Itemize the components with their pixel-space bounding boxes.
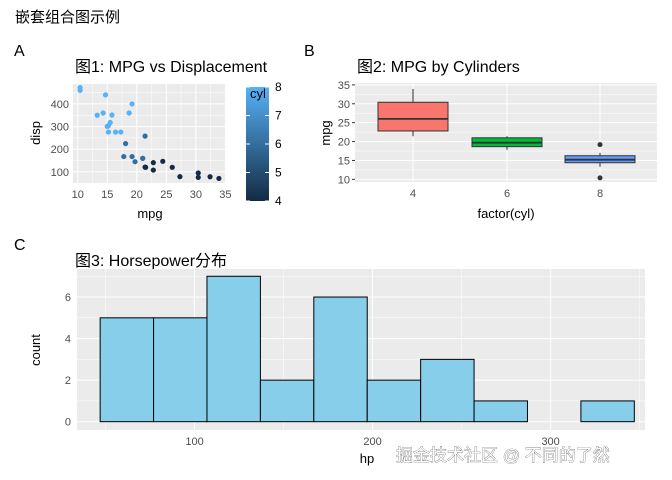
scatter-point [122, 140, 129, 147]
legend-colorbar [246, 87, 269, 201]
histogram-bar [313, 296, 368, 423]
y-tick-label: 0 [65, 417, 71, 429]
panel-a-background [73, 84, 226, 183]
scatter-point [112, 129, 119, 135]
histogram-bar [366, 379, 422, 423]
scatter-point [150, 160, 156, 166]
legend-label: 5 [275, 166, 282, 180]
scatter-point [100, 110, 106, 116]
legend-title: cyl [250, 86, 266, 101]
scatter-point [195, 174, 201, 181]
scatter-point [94, 112, 100, 118]
box-outlier [597, 175, 603, 181]
x-tick-label: 15 [101, 189, 113, 201]
panel-b-xlabel: factor(cyl) [477, 206, 534, 221]
histogram-bar [580, 400, 635, 423]
legend-label: 7 [275, 109, 282, 123]
scatter-point [142, 133, 148, 139]
histogram-bar [473, 400, 528, 423]
legend-label: 4 [275, 194, 282, 208]
scatter-point [177, 174, 183, 180]
y-tick-label: 300 [51, 122, 69, 134]
box-4 [377, 101, 449, 132]
y-tick-label: 4 [65, 334, 71, 346]
panel-c-title: 图3: Horsepower分布 [75, 252, 227, 270]
y-tick-label: 200 [51, 144, 69, 156]
y-tick-label: 400 [51, 99, 69, 111]
panel-a-title: 图1: MPG vs Displacement [75, 59, 268, 76]
y-tick-label: 35 [338, 80, 350, 92]
scatter-point [129, 101, 135, 107]
scatter-point [121, 153, 127, 160]
y-tick-label: 25 [338, 118, 350, 130]
scatter-point [104, 123, 110, 129]
histogram-bar [153, 317, 208, 423]
scatter-point [129, 153, 135, 160]
scatter-point [132, 159, 138, 165]
scatter-point [169, 164, 175, 170]
x-tick-label: 100 [185, 436, 203, 448]
scatter-point [140, 155, 146, 161]
x-tick-label: 8 [597, 188, 603, 200]
y-tick-label: 6 [65, 292, 71, 304]
x-tick-label: 300 [541, 436, 559, 448]
x-tick-label: 6 [504, 188, 510, 200]
panel-c-xlabel: hp [360, 451, 374, 466]
panel-tag-a: A [14, 43, 25, 60]
y-tick-label: 10 [338, 174, 350, 186]
scatter-point [77, 87, 83, 93]
x-tick-label: 30 [190, 189, 202, 201]
scatter-point [142, 164, 148, 170]
panel-tag-c: C [14, 237, 26, 254]
figure-title: 嵌套组合图示例 [15, 9, 120, 26]
panel-b-ylabel: mpg [318, 120, 333, 145]
scatter-point [216, 175, 222, 182]
x-tick-label: 4 [410, 188, 416, 200]
panel-b-title: 图2: MPG by Cylinders [357, 59, 520, 76]
histogram-bar [259, 379, 315, 423]
scatter-point [118, 129, 124, 135]
scatter-point [207, 174, 213, 180]
panel-c-ylabel: count [28, 334, 43, 366]
x-tick-label: 10 [72, 189, 84, 201]
histogram-bar [99, 317, 155, 423]
scatter-point [150, 167, 156, 173]
y-tick-label: 30 [338, 99, 350, 111]
histogram-bar [206, 275, 261, 423]
scatter-point [109, 112, 115, 118]
legend-label: 6 [275, 137, 282, 151]
scatter-point [105, 129, 112, 135]
scatter-point [160, 158, 166, 164]
y-tick-label: 2 [65, 375, 71, 387]
watermark: 掘金技术社区 @ 不同的了然 [396, 446, 610, 465]
histogram-bar [420, 358, 475, 423]
scatter-point [195, 170, 201, 176]
panel-a-xlabel: mpg [137, 206, 162, 221]
box-outlier [597, 142, 603, 148]
y-tick-label: 20 [338, 137, 350, 149]
scatter-point [102, 92, 109, 98]
x-tick-label: 200 [363, 436, 381, 448]
y-tick-label: 100 [51, 167, 69, 179]
panel-b-background [355, 83, 657, 182]
x-tick-label: 25 [160, 189, 172, 201]
panel-tag-b: B [304, 43, 315, 60]
scatter-point [126, 110, 132, 116]
x-tick-label: 20 [131, 189, 143, 201]
x-tick-label: 35 [219, 189, 231, 201]
legend-label: 8 [275, 80, 282, 94]
y-tick-label: 15 [338, 155, 350, 167]
panel-a-ylabel: disp [28, 121, 43, 145]
